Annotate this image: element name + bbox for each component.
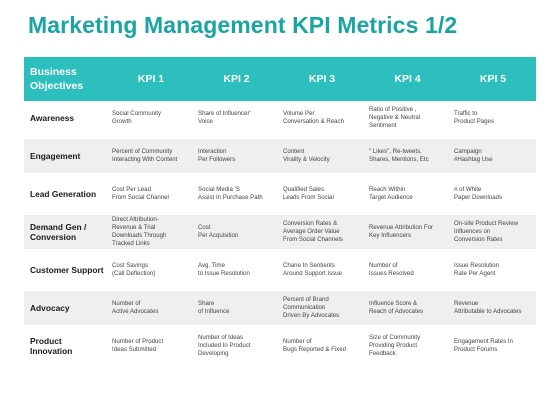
table-row: Engagement Percent of Community Interact… bbox=[24, 139, 536, 177]
table-cell: Social Media 'S Assist In Purchase Path bbox=[194, 177, 279, 215]
header-kpi-2: KPI 2 bbox=[194, 57, 279, 101]
table-cell: Conversion Rates & Average Order Value F… bbox=[279, 215, 365, 253]
table-cell: Number of Issues Resolved bbox=[365, 253, 450, 291]
table-cell: Traffic to Product Pages bbox=[450, 101, 536, 139]
table-cell: Cost Savings (Call Deflection) bbox=[108, 253, 194, 291]
table-cell: Number of Active Advocates bbox=[108, 291, 194, 329]
row-objective: Engagement bbox=[24, 139, 108, 177]
header-kpi-4: KPI 4 bbox=[365, 57, 450, 101]
table-cell: Chane In Sentients Around Support Issue bbox=[279, 253, 365, 291]
table-cell: Revenue Attribution For Key Influencers bbox=[365, 215, 450, 253]
table-cell: # of White Paper Downloads bbox=[450, 177, 536, 215]
row-objective: Customer Support bbox=[24, 253, 108, 291]
table-cell: Size of Community Providing Product Feed… bbox=[365, 329, 450, 367]
table-row: Demand Gen / Conversion Direct Attributi… bbox=[24, 215, 536, 253]
row-objective: Awareness bbox=[24, 101, 108, 139]
table-row: Advocacy Number of Active Advocates Shar… bbox=[24, 291, 536, 329]
table-header-row: Business Objectives KPI 1 KPI 2 KPI 3 KP… bbox=[24, 57, 536, 101]
header-kpi-5: KPI 5 bbox=[450, 57, 536, 101]
table-cell: Social Community Growth bbox=[108, 101, 194, 139]
kpi-table: Business Objectives KPI 1 KPI 2 KPI 3 KP… bbox=[24, 57, 536, 367]
table-cell: On-site Product Review Influences on Con… bbox=[450, 215, 536, 253]
page-title: Marketing Management KPI Metrics 1/2 bbox=[28, 12, 458, 38]
table-cell: Share of Influence bbox=[194, 291, 279, 329]
table-cell: " Likes", Re-tweets, Shares, Mentions, E… bbox=[365, 139, 450, 177]
table-cell: Number of Ideas Included In Product Deve… bbox=[194, 329, 279, 367]
table-cell: Reach Within Target Audience bbox=[365, 177, 450, 215]
table-cell: Percent of Community Interacting With Co… bbox=[108, 139, 194, 177]
table-cell: Number of Product Ideas Submitted bbox=[108, 329, 194, 367]
table-cell: Number of Bugs Reported & Fixed bbox=[279, 329, 365, 367]
row-objective: Lead Generation bbox=[24, 177, 108, 215]
row-objective: Demand Gen / Conversion bbox=[24, 215, 108, 253]
table-cell: Volume Per Conversation & Reach bbox=[279, 101, 365, 139]
table-cell: Share of Influencer' Voice bbox=[194, 101, 279, 139]
row-objective: Advocacy bbox=[24, 291, 108, 329]
table-cell: Cost Per Acquisition bbox=[194, 215, 279, 253]
table-row: Customer Support Cost Savings (Call Defl… bbox=[24, 253, 536, 291]
table-cell: Influence Score & Reach of Advocates bbox=[365, 291, 450, 329]
table-cell: Content Virality & Velocity bbox=[279, 139, 365, 177]
table-row: Product Innovation Number of Product Ide… bbox=[24, 329, 536, 367]
header-kpi-1: KPI 1 bbox=[108, 57, 194, 101]
table-row: Awareness Social Community Growth Share … bbox=[24, 101, 536, 139]
table-cell: Avg. Time to Issue Resolution bbox=[194, 253, 279, 291]
table-cell: Campaign #Hashtag Use bbox=[450, 139, 536, 177]
table-cell: Cost Per Lead From Social Channel bbox=[108, 177, 194, 215]
table-cell: Ratio of Positive , Negative & Neutral S… bbox=[365, 101, 450, 139]
table-cell: Engagement Rates In Product Forums bbox=[450, 329, 536, 367]
table-row: Lead Generation Cost Per Lead From Socia… bbox=[24, 177, 536, 215]
table-cell: Issue Resolution Rate Per Agent bbox=[450, 253, 536, 291]
table-cell: Qualified Sales Leads From Social bbox=[279, 177, 365, 215]
table-cell: Percent of Brand Communication Driven By… bbox=[279, 291, 365, 329]
header-kpi-3: KPI 3 bbox=[279, 57, 365, 101]
header-business-objectives: Business Objectives bbox=[24, 57, 108, 101]
table-cell: Revenue Attributable to Advocates bbox=[450, 291, 536, 329]
table-cell: Direct Attribution- Revenue & Trial Down… bbox=[108, 215, 194, 253]
row-objective: Product Innovation bbox=[24, 329, 108, 367]
table-cell: Interaction Per Followers bbox=[194, 139, 279, 177]
